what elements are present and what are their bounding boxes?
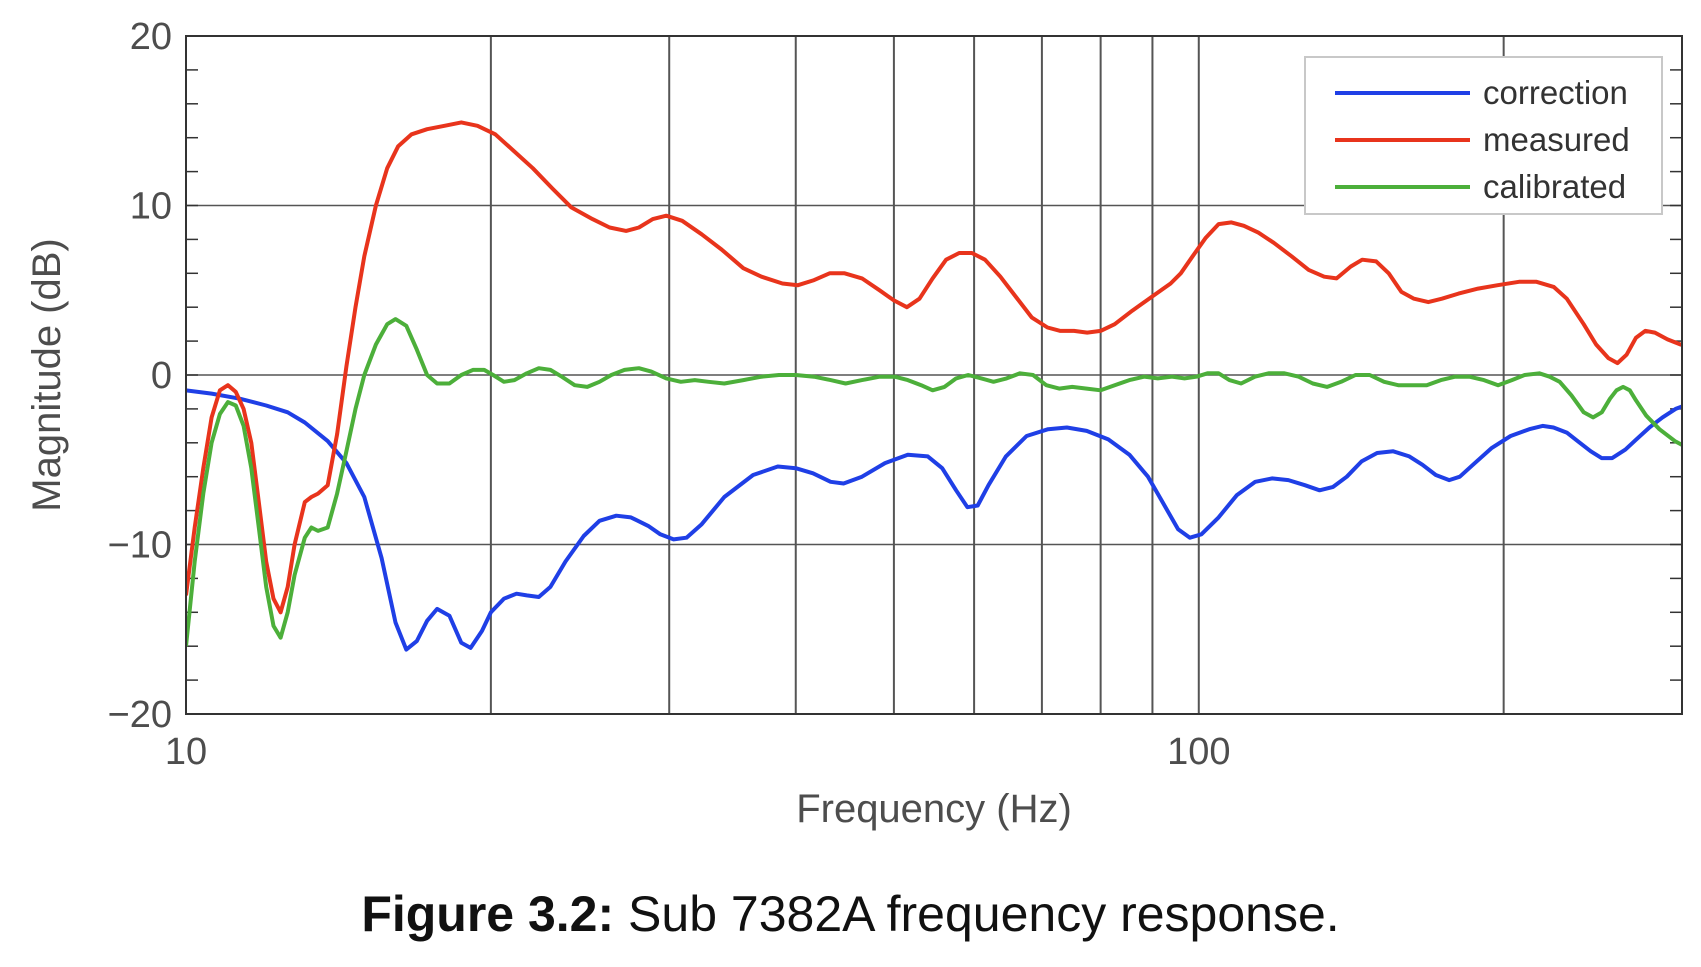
- x-tick-label: 100: [1167, 731, 1230, 773]
- caption-text: Sub 7382A frequency response.: [614, 886, 1340, 942]
- y-tick-label: −20: [108, 694, 172, 736]
- y-axis-label: Magnitude (dB): [25, 238, 69, 511]
- legend-label-correction: correction: [1483, 74, 1628, 111]
- y-tick-label: 10: [130, 186, 172, 228]
- data-series: [186, 120, 1682, 652]
- y-tick-label: 20: [130, 16, 172, 58]
- series-line-measured: [186, 120, 1682, 615]
- y-tick-label: −10: [108, 525, 172, 567]
- series-line-calibrated: [186, 317, 1682, 647]
- plot-frame: [185, 35, 1683, 715]
- legend-label-calibrated: calibrated: [1483, 168, 1626, 205]
- tick-labels: −20 −10 0 10 20 10 100: [108, 16, 1231, 773]
- x-tick-label: 10: [165, 731, 207, 773]
- legend: correction measured calibrated: [1304, 56, 1663, 215]
- series-line-correction: [186, 388, 1682, 652]
- x-axis-label: Frequency (Hz): [796, 787, 1072, 831]
- figure-caption: Figure 3.2: Sub 7382A frequency response…: [0, 885, 1701, 943]
- y-tick-label: 0: [151, 355, 172, 397]
- legend-label-measured: measured: [1483, 121, 1630, 158]
- caption-label: Figure 3.2:: [361, 886, 615, 942]
